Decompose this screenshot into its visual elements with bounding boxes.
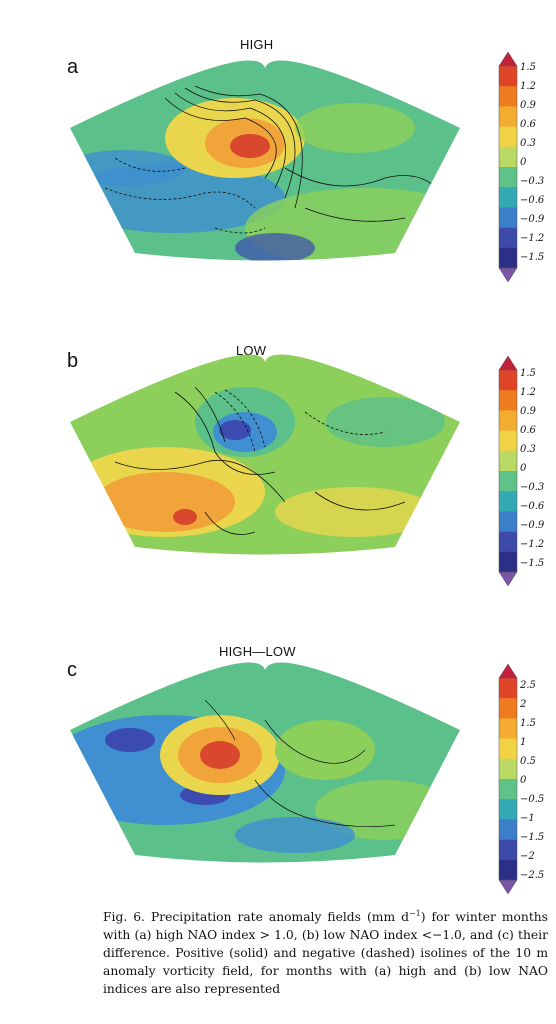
colorbar-tick: 0 [520,463,527,474]
colorbar-swatch [499,146,517,168]
colorbar-tick: 0.5 [520,756,536,767]
colorbar-swatch [499,819,517,840]
colorbar-tick: −0.3 [520,482,545,493]
caption-part-1: Fig. 6. Precipitation rate anomaly field… [103,910,409,925]
panel-c-letter: c [67,659,77,681]
panel-a: HIGH a [0,0,556,300]
colorbar-tick: −1.5 [520,832,545,843]
colorbar-swatch [499,799,517,820]
colorbar-frame [498,369,518,573]
colorbar-tick: 0.3 [520,444,536,455]
panel-c: HIGH—LOW c 2.5 2 1.5 1 0.5 0 −0.5 − [67,644,545,894]
colorbar-swatch [499,227,517,249]
panel-a-colorbar [498,52,518,282]
colorbar-tick: −0.6 [520,501,545,512]
panel-c-title: HIGH—LOW [219,644,296,659]
colorbar-tick: −0.3 [520,176,545,187]
colorbar-swatch [499,718,517,739]
colorbar-tick: 0.6 [520,425,536,436]
colorbar-swatch [499,551,517,573]
colorbar-tick: −0.9 [520,214,545,225]
colorbar-tick: 0.9 [520,406,536,417]
colorbar-top-arrow [498,664,518,679]
colorbar-tick: 2 [520,699,527,710]
colorbar-swatch [499,106,517,127]
colorbar-swatch [499,758,517,780]
colorbar-swatch [499,66,517,87]
colorbar-tick: −2.5 [520,870,545,881]
figure-caption: Fig. 6. Precipitation rate anomaly field… [103,905,548,998]
colorbar-tick: −1.2 [520,539,545,550]
colorbar-swatch [499,491,517,512]
colorbar-frame [498,677,518,881]
colorbar-tick: −1.2 [520,233,545,244]
colorbar-tick: 2.5 [520,680,536,691]
panel-b-title: LOW [236,343,267,358]
colorbar-tick: −2 [520,851,535,862]
colorbar-tick: 0.9 [520,100,536,111]
panel-a-map [70,60,460,261]
colorbar-swatch [499,247,517,269]
colorbar-tick: −1.5 [520,558,545,569]
colorbar-swatch [499,410,517,431]
colorbar-tick: 1 [520,737,527,748]
colorbar-tick: 0.3 [520,138,536,149]
colorbar-swatch [499,698,517,719]
colorbar-swatch [499,187,517,208]
colorbar-swatch [499,86,517,107]
colorbar-swatch [499,738,517,760]
panel-b: LOW b 1.5 [67,343,545,586]
colorbar-tick: −0.5 [520,794,545,805]
panel-b-letter: b [67,350,79,372]
colorbar-tick: 0 [520,157,527,168]
colorbar-swatch [499,678,517,699]
colorbar-tick: 1.5 [520,368,536,379]
colorbar-swatch [499,126,517,148]
panel-a-title: HIGH [240,37,274,52]
colorbar-tick: 0.6 [520,119,536,130]
panel-c-colorbar [498,664,518,894]
colorbar-swatch [499,450,517,472]
caption-part-2: ) for winter months with (a) high NAO in… [103,910,548,997]
caption-superscript: −1 [408,909,421,918]
colorbar-swatch [499,511,517,532]
colorbar-tick: −0.9 [520,520,545,531]
colorbar-tick: 1.5 [520,62,536,73]
colorbar-tick: 1.2 [520,81,536,92]
colorbar-tick: 0 [520,775,527,786]
colorbar-tick: −1 [520,813,535,824]
colorbar-swatch [499,859,517,881]
colorbar-swatch [499,167,517,188]
colorbar-tick: 1.2 [520,387,536,398]
colorbar-tick: −0.6 [520,195,545,206]
colorbar-swatch [499,207,517,228]
colorbar-tick: −1.5 [520,252,545,263]
colorbar-swatch [499,430,517,452]
colorbar-swatch [499,839,517,861]
panel-b-colorbar [498,356,518,586]
colorbar-swatch [499,390,517,411]
panel-b-map [70,354,460,555]
colorbar-swatch [499,471,517,492]
colorbar-bottom-arrow [498,879,518,894]
panel-a-letter: a [67,56,79,78]
colorbar-swatch [499,531,517,553]
colorbar-frame [498,65,518,269]
colorbar-swatch [499,370,517,391]
panel-c-map [70,662,460,863]
colorbar-swatch [499,779,517,800]
colorbar-tick: 1.5 [520,718,536,729]
